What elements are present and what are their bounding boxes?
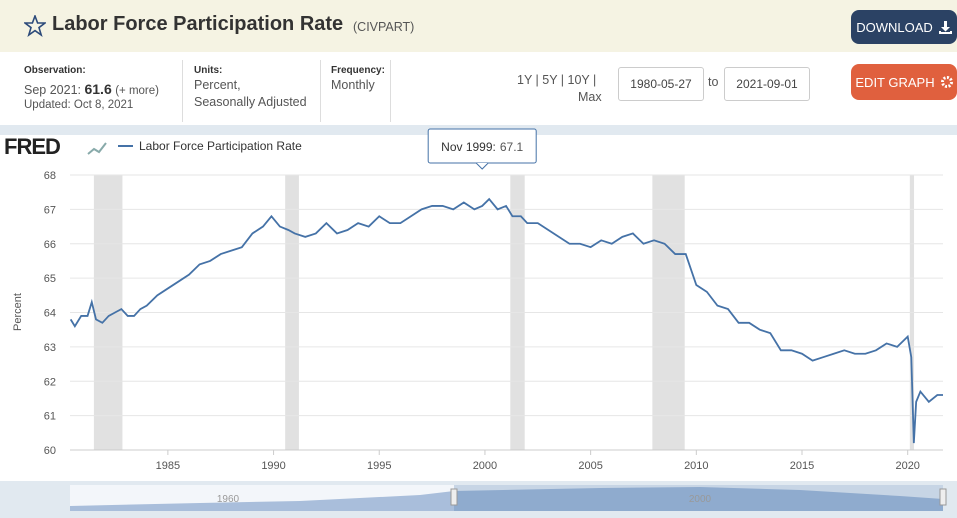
end-date-input[interactable]: 2021-09-01: [724, 67, 810, 101]
y-tick-label: 68: [44, 170, 56, 182]
range-links[interactable]: 1Y | 5Y | 10Y |: [517, 73, 597, 87]
download-label: DOWNLOAD: [856, 19, 933, 35]
to-label: to: [708, 75, 719, 89]
x-tick-label: 2005: [578, 460, 602, 472]
tooltip-value: 67.1: [500, 140, 524, 154]
start-date-input[interactable]: 1980-05-27: [618, 67, 704, 101]
edit-label: EDIT GRAPH: [855, 74, 935, 90]
download-button[interactable]: DOWNLOAD: [851, 10, 957, 44]
x-tick-label: 1995: [367, 460, 391, 472]
gear-icon: [940, 76, 953, 88]
edit-graph-button[interactable]: EDIT GRAPH: [851, 64, 957, 100]
x-tick-label: 2020: [895, 460, 919, 472]
navigator-label: 2000: [689, 494, 712, 505]
series-id: (CIVPART): [353, 20, 415, 34]
frequency: Monthly: [331, 78, 375, 92]
logo: FRED: [4, 134, 60, 159]
more-link[interactable]: (+ more): [115, 85, 159, 97]
y-axis-title: Percent: [12, 293, 24, 331]
line: [69, 197, 943, 444]
download-icon: [938, 20, 952, 34]
plot-background: [0, 135, 957, 481]
navigator-selection[interactable]: [454, 485, 943, 511]
title: Labor Force Participation Rate: [52, 13, 344, 35]
x-tick-label: 1985: [156, 460, 180, 472]
tooltip-label: Nov 1999:: [441, 140, 496, 154]
y-tick-label: 61: [44, 411, 56, 423]
x-tick-label: 2015: [790, 460, 814, 472]
x-tick-label: 2000: [473, 460, 497, 472]
units-line: Seasonally Adjusted: [194, 95, 307, 109]
y-tick-label: 65: [44, 273, 56, 285]
observation-date: Sep 2021:: [24, 83, 81, 97]
navigator-handle[interactable]: [450, 488, 458, 506]
y-tick-label: 63: [44, 342, 56, 354]
tooltip-text: Nov 1999: 67.1: [441, 140, 523, 154]
tooltip-pointer: [475, 162, 489, 170]
star-icon[interactable]: [24, 15, 46, 37]
y-tick-label: 60: [44, 445, 56, 457]
navigator-handle[interactable]: [939, 488, 947, 506]
units-line: Percent,: [194, 78, 241, 92]
x-tick-label: 1990: [261, 460, 285, 472]
x-tick-label: 2010: [684, 460, 708, 472]
navigator-label: 1960: [217, 494, 240, 505]
units-label: Units:: [194, 65, 223, 76]
y-tick-label: 62: [44, 376, 56, 388]
divider: [320, 60, 321, 122]
updated: Updated: Oct 8, 2021: [24, 99, 134, 111]
tooltip: Nov 1999: 67.1: [427, 128, 537, 170]
divider: [182, 60, 183, 122]
observation-value: 61.6: [84, 81, 112, 97]
chart: FRED Percent 1960 2000 60 61 62 63 64 65 66 67 6…: [0, 125, 957, 518]
navigator-area: [70, 487, 943, 511]
divider: [390, 60, 391, 122]
range-max[interactable]: Max: [578, 90, 602, 104]
y-tick-label: 66: [44, 239, 56, 251]
y-tick-label: 64: [44, 308, 56, 320]
observation-label: Observation:: [24, 65, 86, 76]
y-tick-label: 67: [44, 204, 56, 216]
legend-label: Labor Force Participation Rate: [139, 139, 302, 153]
header: Labor Force Participation Rate (CIVPART)…: [0, 0, 957, 52]
logo-icon: [87, 142, 107, 155]
frequency-label: Frequency:: [331, 65, 385, 76]
